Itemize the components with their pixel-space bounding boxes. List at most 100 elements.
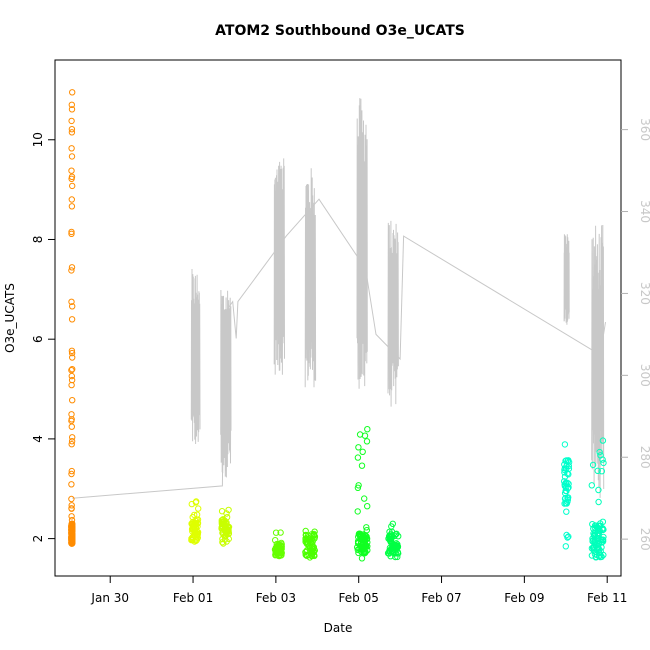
data-point xyxy=(600,459,607,467)
data-point xyxy=(362,534,369,541)
secondary-line-burst xyxy=(273,158,285,375)
series-7 xyxy=(384,520,402,561)
data-point xyxy=(304,534,311,541)
y2-tick-label: 320 xyxy=(638,282,650,305)
data-point xyxy=(595,486,602,494)
data-point xyxy=(565,494,572,501)
data-point xyxy=(561,478,568,485)
chart-title: ATOM2 Southbound O3e_UCATS xyxy=(215,23,465,39)
data-point xyxy=(599,456,606,463)
data-point xyxy=(68,481,75,488)
data-point xyxy=(392,553,399,561)
secondary-line-burst xyxy=(356,98,368,389)
x-tick-label: Feb 05 xyxy=(339,591,379,605)
data-point xyxy=(358,549,365,556)
data-point xyxy=(277,529,284,536)
data-point xyxy=(273,547,280,555)
data-point xyxy=(358,555,366,562)
data-point xyxy=(306,542,313,549)
data-point xyxy=(562,543,569,550)
data-point xyxy=(302,548,309,556)
y-tick-label: 8 xyxy=(31,236,45,244)
data-point xyxy=(68,106,76,113)
x-tick-label: Feb 01 xyxy=(173,591,213,605)
data-point xyxy=(68,438,76,445)
data-point xyxy=(594,467,601,474)
data-point xyxy=(68,536,76,543)
data-point xyxy=(310,551,318,559)
data-point xyxy=(69,354,76,361)
data-point xyxy=(363,438,371,445)
plot-frame xyxy=(54,59,622,577)
x-tick-label: Feb 09 xyxy=(504,591,544,605)
series-6 xyxy=(354,426,371,562)
data-point xyxy=(361,432,369,439)
y-tick-label: 4 xyxy=(31,435,45,443)
x-tick-label: Feb 03 xyxy=(256,591,296,605)
series-9 xyxy=(588,437,607,561)
x-axis-label: Date xyxy=(324,621,353,635)
secondary-line-burst xyxy=(190,268,201,445)
series-2 xyxy=(188,498,202,545)
secondary-y-axis: 260 280 300 320 340 360 xyxy=(621,118,650,551)
data-point xyxy=(392,550,400,557)
data-point xyxy=(223,510,230,517)
data-point xyxy=(68,470,75,478)
data-point xyxy=(561,482,569,490)
secondary-line-layer xyxy=(72,98,606,499)
data-point xyxy=(394,553,401,561)
data-point xyxy=(218,517,226,524)
data-point xyxy=(68,423,76,430)
y-tick-label: 2 xyxy=(31,535,45,543)
data-point xyxy=(194,530,201,538)
data-point xyxy=(563,508,570,515)
data-point xyxy=(68,349,76,357)
data-point xyxy=(68,230,75,238)
data-point xyxy=(68,441,75,448)
data-point xyxy=(194,534,202,541)
data-point xyxy=(386,536,393,543)
data-point xyxy=(354,484,362,491)
secondary-line-burst xyxy=(304,168,317,388)
data-point xyxy=(68,117,75,125)
data-point xyxy=(276,552,283,560)
data-point xyxy=(561,441,569,448)
data-point xyxy=(193,498,200,505)
data-point xyxy=(68,298,75,305)
data-point xyxy=(69,434,76,441)
y2-tick-label: 360 xyxy=(638,118,650,141)
y2-tick-label: 280 xyxy=(638,446,650,469)
data-point xyxy=(68,129,76,136)
data-point xyxy=(599,525,606,532)
data-point xyxy=(191,529,198,536)
data-point xyxy=(223,530,230,537)
data-point xyxy=(68,502,75,509)
data-point xyxy=(359,542,367,549)
data-point xyxy=(69,366,76,373)
data-point xyxy=(68,203,76,210)
series-3 xyxy=(218,506,233,547)
data-point xyxy=(355,444,362,451)
y-axis-label: O3e_UCATS xyxy=(3,283,17,353)
data-point xyxy=(598,538,605,546)
data-point xyxy=(68,522,75,529)
data-point xyxy=(272,551,279,558)
secondary-line-burst xyxy=(387,220,399,407)
data-point xyxy=(561,500,568,507)
data-point xyxy=(393,530,400,537)
data-point xyxy=(304,538,311,545)
data-point xyxy=(68,505,75,512)
data-point xyxy=(595,525,602,532)
data-point xyxy=(272,537,279,544)
data-point xyxy=(68,153,76,160)
x-tick-label: Jan 30 xyxy=(90,591,129,605)
data-point xyxy=(361,495,368,502)
data-point xyxy=(220,540,227,547)
data-point xyxy=(68,381,75,389)
data-point xyxy=(68,267,75,274)
data-point xyxy=(354,454,362,461)
data-point xyxy=(354,508,361,515)
data-point xyxy=(389,520,396,527)
data-point xyxy=(565,533,572,540)
data-point xyxy=(591,538,598,545)
